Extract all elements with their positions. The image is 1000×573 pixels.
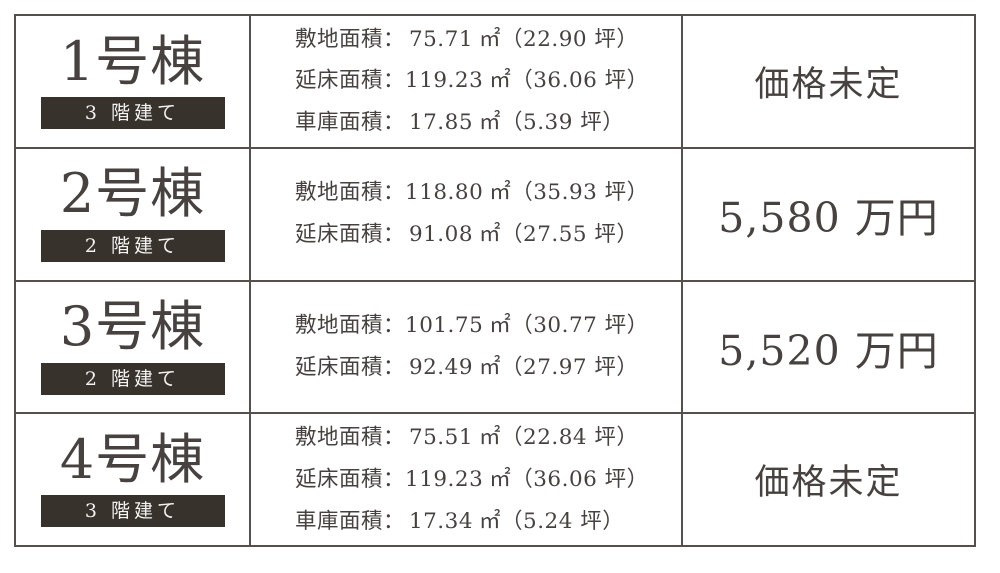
floors-badge: 2 階建て (40, 362, 225, 395)
area-value: 17.34 (408, 508, 474, 534)
price-value: 価格未定 (754, 463, 903, 504)
area-label: 延床面積： (295, 222, 406, 248)
area-unit: ㎡（36.06 坪） (489, 466, 649, 492)
area-value: 101.75 (405, 313, 484, 339)
area-unit: ㎡（22.90 坪） (479, 26, 639, 52)
area-label: 敷地面積： (295, 313, 406, 339)
area-value: 17.85 (408, 110, 474, 136)
building-name: 4号棟 (59, 427, 206, 491)
area-line-land: 敷地面積： 75.51 ㎡（22.84 坪） (295, 425, 681, 451)
floors-badge: 3 階建て (40, 97, 225, 130)
table-row-building-1: 1号棟 3 階建て 敷地面積： 75.71 ㎡（22.90 坪） 延床面積：119.… (16, 16, 974, 147)
area-line-land: 敷地面積： 75.71 ㎡（22.90 坪） (295, 27, 681, 53)
area-label: 車庫面積： (295, 110, 406, 136)
area-label: 延床面積： (295, 68, 406, 94)
area-value: 118.80 (405, 180, 484, 206)
price-cell-1: 価格未定 (683, 16, 974, 147)
area-unit: ㎡（30.77 坪） (489, 313, 649, 339)
price-value: 5,520 万円 (718, 326, 939, 375)
area-line-floor: 延床面積：119.23 ㎡（36.06 坪） (295, 68, 681, 94)
price-cell-2: 5,580 万円 (683, 149, 974, 280)
area-unit: ㎡（35.93 坪） (489, 180, 649, 206)
area-unit: ㎡（5.24 坪） (479, 508, 625, 534)
building-cell-1: 1号棟 3 階建て (16, 16, 251, 147)
area-value: 75.71 (408, 26, 474, 52)
area-value: 91.08 (408, 222, 474, 248)
area-line-floor: 延床面積： 91.08 ㎡（27.55 坪） (295, 222, 681, 248)
area-label: 敷地面積： (295, 180, 406, 206)
table-row-building-2: 2号棟 2 階建て 敷地面積：118.80 ㎡（35.93 坪） 延床面積： 91.… (16, 146, 974, 280)
area-unit: ㎡（27.55 坪） (479, 222, 639, 248)
price-cell-3: 5,520 万円 (683, 282, 974, 413)
building-name: 2号棟 (59, 162, 206, 226)
areas-cell-1: 敷地面積： 75.71 ㎡（22.90 坪） 延床面積：119.23 ㎡（36.06 … (251, 16, 683, 147)
building-name: 3号棟 (59, 295, 206, 359)
building-cell-2: 2号棟 2 階建て (16, 148, 251, 280)
area-label: 敷地面積： (295, 26, 406, 52)
area-value: 92.49 (408, 354, 474, 380)
area-line-garage: 車庫面積： 17.34 ㎡（5.24 坪） (295, 509, 681, 535)
area-value: 75.51 (408, 424, 474, 450)
area-label: 車庫面積： (295, 508, 406, 534)
area-unit: ㎡（27.97 坪） (479, 354, 639, 380)
table-row-building-3: 3号棟 2 階建て 敷地面積：101.75 ㎡（30.77 坪） 延床面積： 92.… (16, 279, 974, 413)
area-line-land: 敷地面積：101.75 ㎡（30.77 坪） (295, 313, 681, 339)
price-value: 価格未定 (754, 64, 903, 105)
area-line-floor: 延床面積： 92.49 ㎡（27.97 坪） (295, 355, 681, 381)
areas-cell-3: 敷地面積：101.75 ㎡（30.77 坪） 延床面積： 92.49 ㎡（27.97 … (251, 281, 683, 413)
area-value: 119.23 (405, 466, 484, 492)
floors-badge: 2 階建て (40, 229, 225, 262)
area-line-garage: 車庫面積： 17.85 ㎡（5.39 坪） (295, 110, 681, 136)
area-value: 119.23 (405, 68, 484, 94)
area-label: 延床面積： (295, 354, 406, 380)
floors-badge: 3 階建て (40, 495, 225, 528)
area-label: 敷地面積： (295, 424, 406, 450)
area-label: 延床面積： (295, 466, 406, 492)
table-row-building-4: 4号棟 3 階建て 敷地面積： 75.51 ㎡（22.84 坪） 延床面積：119.… (16, 412, 974, 545)
building-cell-3: 3号棟 2 階建て (16, 281, 251, 413)
building-name: 1号棟 (59, 29, 206, 93)
price-value: 5,580 万円 (718, 194, 939, 243)
areas-cell-2: 敷地面積：118.80 ㎡（35.93 坪） 延床面積： 91.08 ㎡（27.55 … (251, 148, 683, 280)
area-unit: ㎡（22.84 坪） (479, 424, 639, 450)
area-unit: ㎡（5.39 坪） (479, 110, 625, 136)
areas-cell-4: 敷地面積： 75.51 ㎡（22.84 坪） 延床面積：119.23 ㎡（36.06 … (251, 414, 683, 545)
price-cell-4: 価格未定 (683, 414, 974, 545)
area-line-floor: 延床面積：119.23 ㎡（36.06 坪） (295, 467, 681, 493)
area-line-land: 敷地面積：118.80 ㎡（35.93 坪） (295, 180, 681, 206)
property-price-table: 1号棟 3 階建て 敷地面積： 75.71 ㎡（22.90 坪） 延床面積：119.… (14, 14, 976, 547)
area-unit: ㎡（36.06 坪） (489, 68, 649, 94)
building-cell-4: 4号棟 3 階建て (16, 414, 251, 545)
